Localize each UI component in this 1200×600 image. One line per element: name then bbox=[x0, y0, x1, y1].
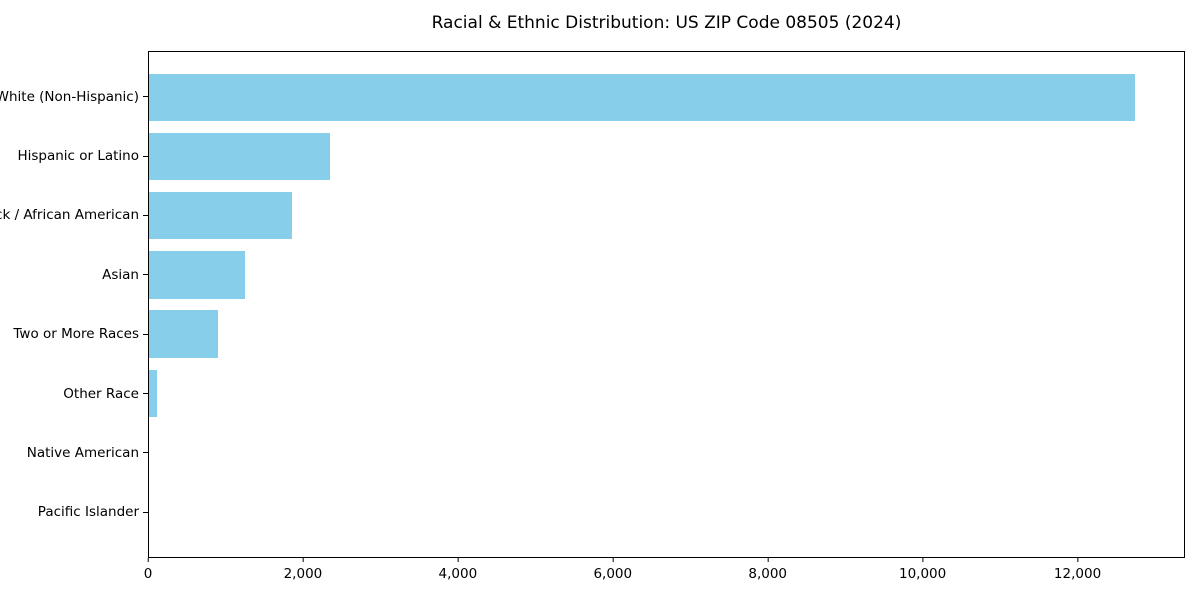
x-tick-label: 0 bbox=[143, 566, 153, 582]
y-axis-label-native-american: Native American bbox=[26, 444, 139, 461]
x-tick-4-000: 4,000 bbox=[438, 558, 478, 582]
x-tick-label: 10,000 bbox=[899, 566, 947, 582]
x-tick-6-000: 6,000 bbox=[593, 558, 632, 582]
x-tick-label: 6,000 bbox=[593, 566, 633, 582]
x-tick-label: 2,000 bbox=[283, 566, 323, 582]
bar-asian bbox=[149, 251, 245, 299]
x-tick-label: 4,000 bbox=[438, 566, 478, 582]
x-tick-label: 12,000 bbox=[1053, 566, 1102, 582]
y-label-row-hispanic-or-latino: Hispanic or Latino bbox=[0, 126, 148, 185]
bar-two-or-more-races bbox=[149, 310, 218, 358]
y-label-row-black-african-american: Black / African American bbox=[0, 186, 148, 245]
y-axis-labels: White (Non-Hispanic) Hispanic or Latino Bl… bbox=[0, 51, 148, 558]
x-tick-mark bbox=[767, 558, 769, 562]
x-axis: 0 2,000 4,000 6,000 8,000 10,000 12,000 bbox=[144, 558, 1185, 594]
bar-row-white-non-hispanic bbox=[149, 68, 1184, 127]
x-tick-10-000: 10,000 bbox=[899, 558, 946, 582]
bar-row-hispanic-or-latino bbox=[149, 127, 1184, 186]
x-tick-mark bbox=[1077, 558, 1079, 562]
x-tick-mark bbox=[612, 558, 614, 562]
y-axis-label-white-non-hispanic: White (Non-Hispanic) bbox=[0, 88, 139, 105]
x-tick-label: 8,000 bbox=[748, 566, 788, 582]
y-label-row-other-race: Other Race bbox=[0, 364, 148, 423]
bar-white-non-hispanic bbox=[149, 73, 1135, 122]
y-tick-mark bbox=[143, 393, 148, 395]
x-tick-mark bbox=[457, 558, 459, 562]
y-label-row-pacific-islander: Pacific Islander bbox=[0, 483, 148, 542]
bar-row-native-american bbox=[149, 423, 1184, 482]
x-tick-mark bbox=[147, 558, 149, 562]
bar-black-african-american bbox=[149, 192, 292, 240]
y-tick-mark bbox=[143, 452, 148, 454]
plot-area bbox=[148, 51, 1185, 558]
y-axis-label-asian: Asian bbox=[102, 266, 139, 283]
y-axis-label-black-african-american: Black / African American bbox=[0, 207, 139, 224]
bar-row-two-or-more-races bbox=[149, 305, 1184, 364]
bar-other-race bbox=[149, 369, 157, 417]
chart-title: Racial & Ethnic Distribution: US ZIP Cod… bbox=[431, 13, 902, 33]
x-tick-mark bbox=[922, 558, 924, 562]
bar-row-asian bbox=[149, 245, 1184, 304]
bar-series bbox=[149, 52, 1184, 557]
x-tick-2-000: 2,000 bbox=[283, 558, 323, 582]
y-label-row-native-american: Native American bbox=[0, 423, 148, 482]
y-label-row-white-non-hispanic: White (Non-Hispanic) bbox=[0, 67, 148, 126]
y-tick-mark bbox=[143, 511, 148, 513]
x-tick-12-000: 12,000 bbox=[1054, 558, 1101, 582]
y-axis-label-pacific-islander: Pacific Islander bbox=[37, 504, 139, 521]
y-tick-mark bbox=[143, 214, 148, 216]
y-tick-mark bbox=[143, 96, 148, 98]
y-label-row-asian: Asian bbox=[0, 245, 148, 304]
x-tick-8-000: 8,000 bbox=[748, 558, 787, 582]
bar-row-other-race bbox=[149, 364, 1184, 423]
y-tick-mark bbox=[143, 155, 148, 157]
y-label-row-two-or-more-races: Two or More Races bbox=[0, 305, 148, 364]
y-tick-mark bbox=[143, 333, 148, 335]
y-tick-mark bbox=[143, 274, 148, 276]
x-tick-mark bbox=[302, 558, 304, 562]
y-axis-label-hispanic-or-latino: Hispanic or Latino bbox=[17, 148, 139, 165]
bar-row-black-african-american bbox=[149, 186, 1184, 245]
x-tick-0: 0 bbox=[143, 558, 153, 582]
y-axis-label-other-race: Other Race bbox=[63, 385, 139, 402]
y-axis-label-two-or-more-races: Two or More Races bbox=[13, 326, 139, 343]
bar-hispanic-or-latino bbox=[149, 133, 330, 181]
bar-row-pacific-islander bbox=[149, 482, 1184, 541]
